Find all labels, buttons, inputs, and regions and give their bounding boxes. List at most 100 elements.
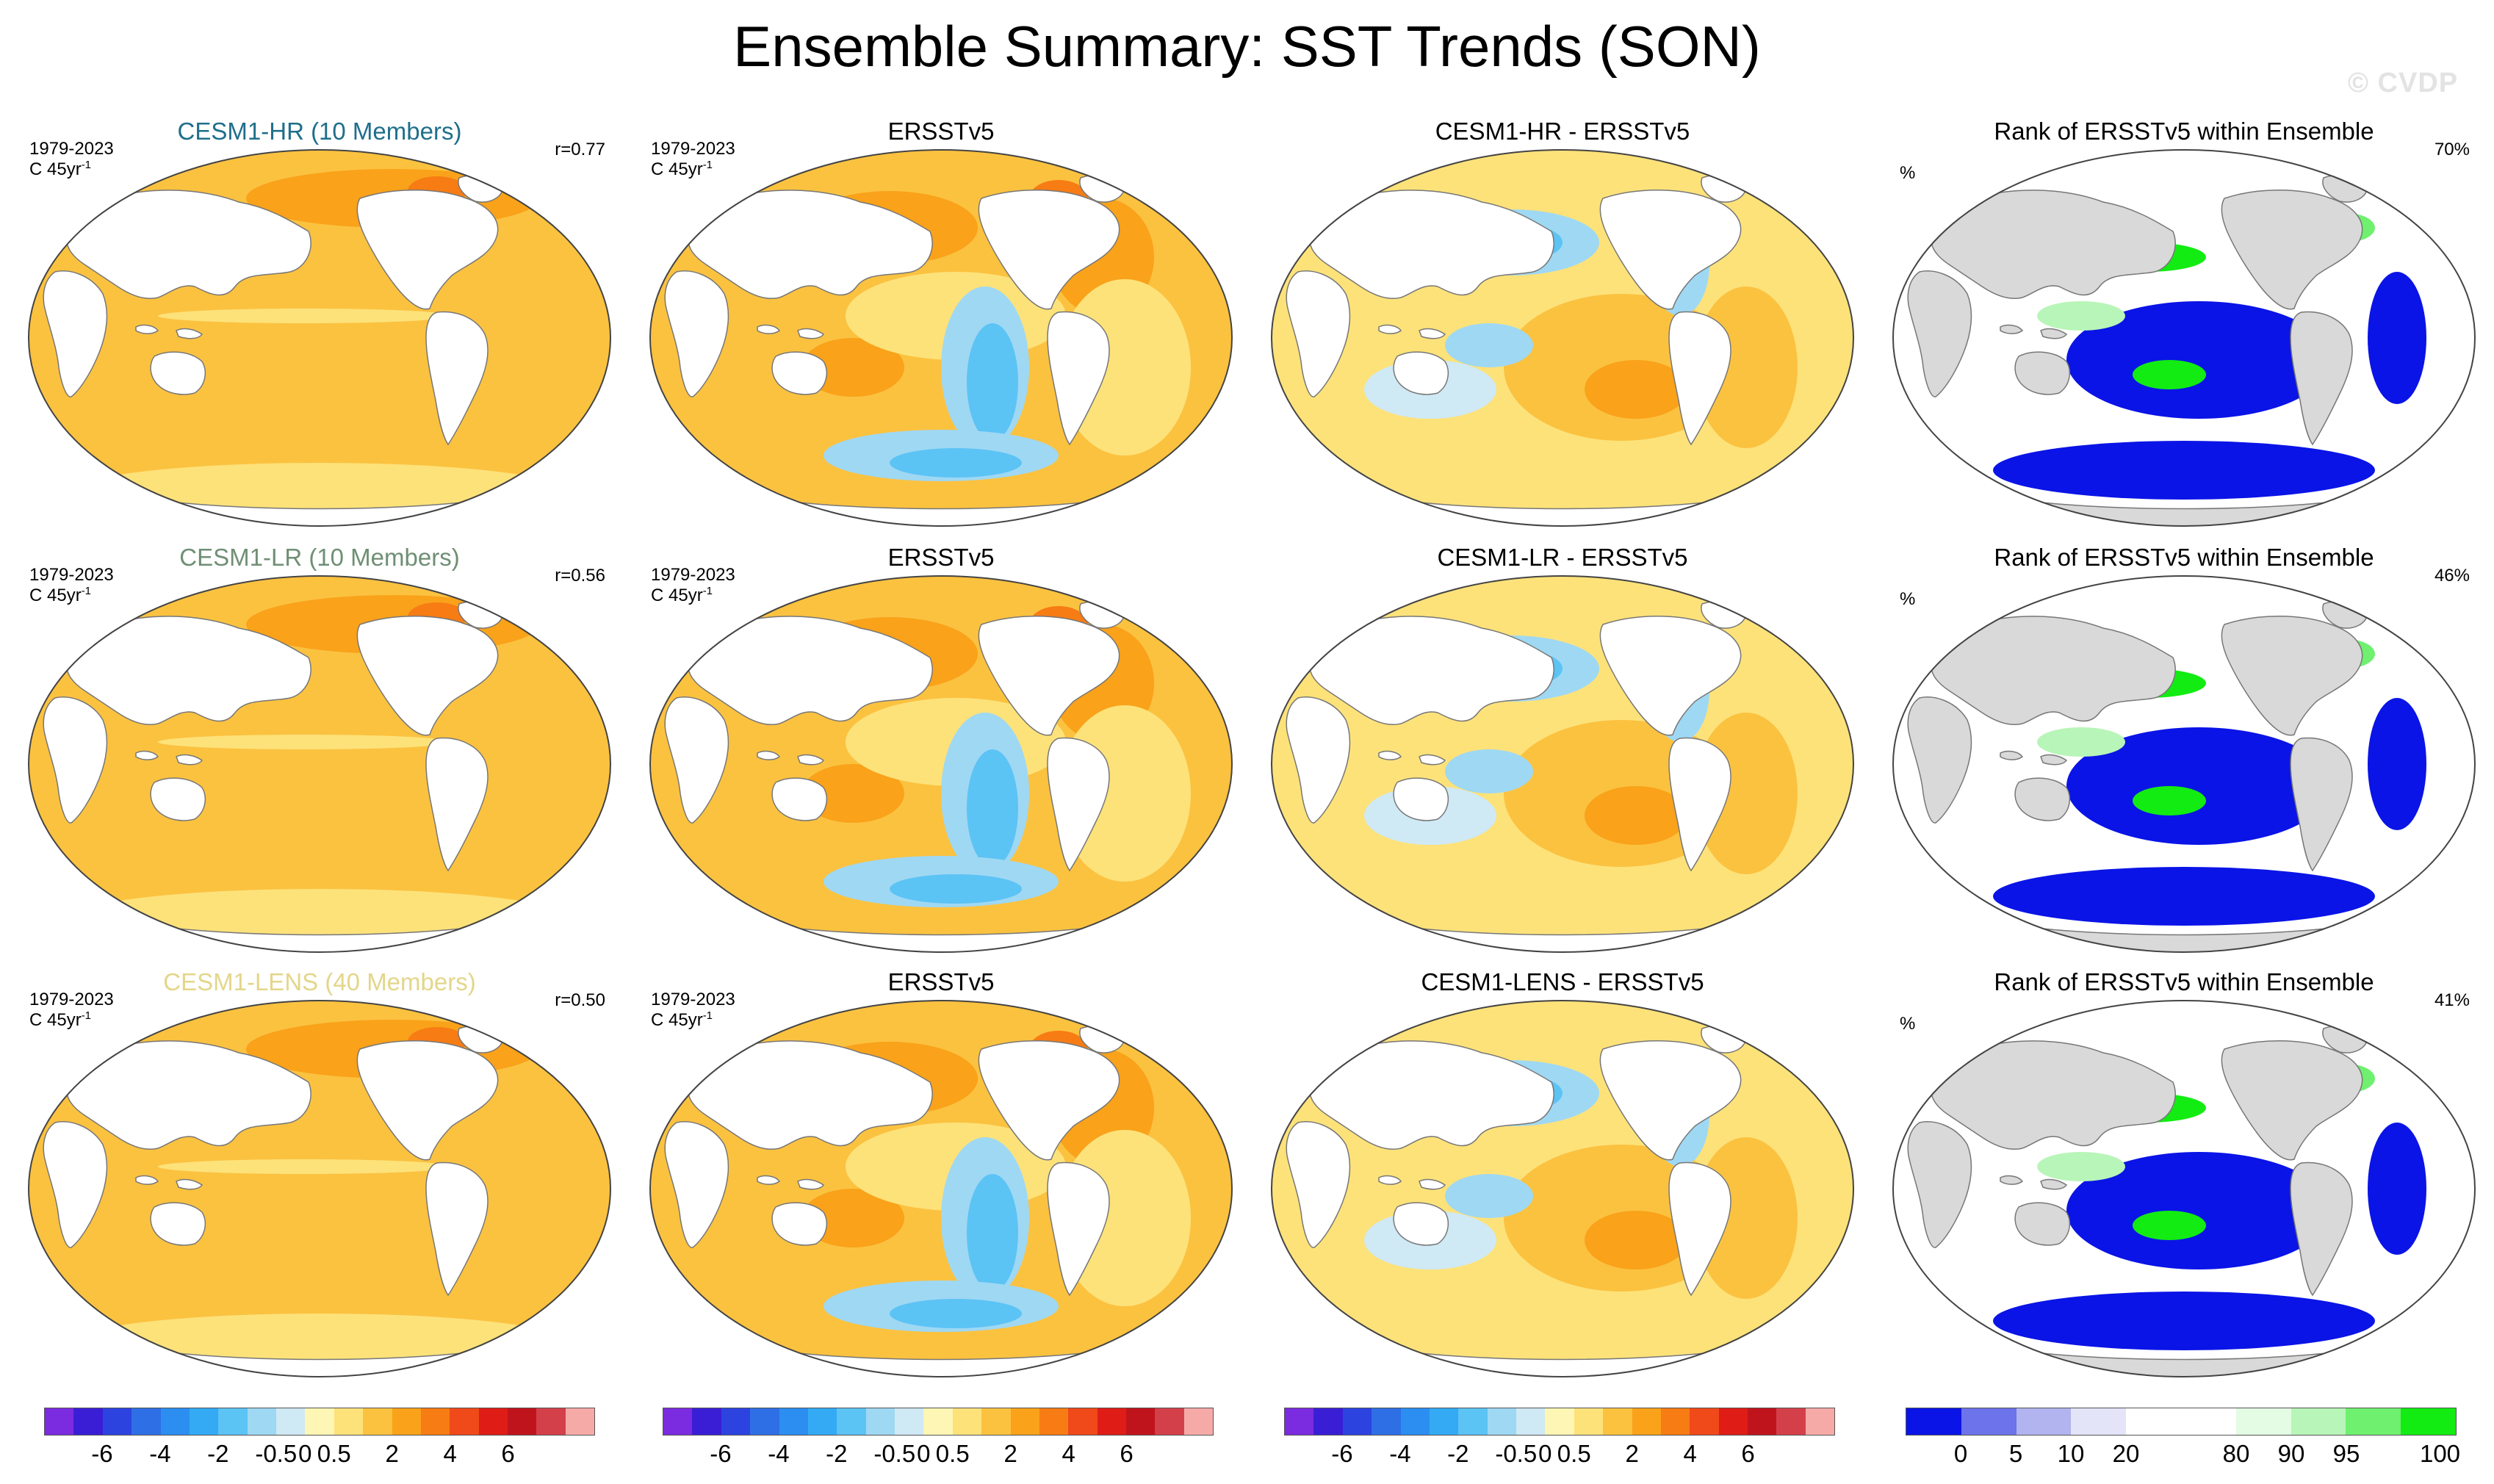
land-australia [1393, 777, 1449, 821]
sst-field-region [2066, 301, 2331, 419]
colorbar-swatch [2291, 1408, 2346, 1435]
colorbar-swatch [2180, 1408, 2236, 1435]
units-label: C 45yr-1 [29, 159, 92, 179]
land-indonesia [757, 324, 825, 339]
panel-model-row1: CESM1-HR (10 Members) 1979-2023 C 45yr-1 r=… [15, 118, 624, 544]
sst-field-region [2066, 1152, 2331, 1269]
land-namerica [356, 1040, 499, 1161]
sst-field-region [1585, 360, 1687, 419]
sst-field-region [1585, 786, 1687, 845]
colorbar-swatch [1400, 1408, 1430, 1435]
colorbar-swatch [131, 1408, 161, 1435]
map-outline [649, 575, 1233, 953]
colorbar-swatch [1516, 1408, 1546, 1435]
map-outline [28, 575, 611, 953]
land-indonesia [2000, 324, 2068, 339]
panel-title: ERSSTv5 [887, 544, 995, 571]
land-africa [1286, 1121, 1351, 1248]
land-africa [1286, 270, 1351, 397]
panel-model-row2: CESM1-LR (10 Members) 1979-2023 C 45yr-1 r=… [15, 544, 624, 970]
colorbar-tick-label: 0 [1538, 1440, 1552, 1467]
land-indonesia [1378, 324, 1446, 339]
robinson-map [28, 1000, 611, 1377]
colorbar-labels: 0 5 10 20 80 90 95 100 [1906, 1440, 2461, 1472]
colorbar-swatch [305, 1408, 334, 1435]
colorbar-swatch [1487, 1408, 1516, 1435]
robinson-map [28, 149, 611, 527]
sst-field-region [2037, 727, 2125, 757]
map-outline [649, 1000, 1233, 1377]
colorbar-tick-label: -0.5 [873, 1440, 916, 1467]
land-samerica [2290, 737, 2353, 872]
map-outline [1892, 149, 2476, 527]
panel-title: Rank of ERSSTv5 within Ensemble [1994, 544, 2374, 571]
rank-score: 70% [2434, 140, 2470, 159]
panel-title: CESM1-LR (10 Members) [179, 544, 460, 571]
colorbar-swatch [1285, 1408, 1314, 1435]
sst-field-region [2368, 1123, 2426, 1255]
units-label: C 45yr-1 [651, 585, 713, 605]
rank-score: 46% [2434, 566, 2470, 586]
colorbar-tick-label: 6 [501, 1440, 515, 1467]
land-indonesia [135, 324, 203, 339]
panel-model-row3: CESM1-LENS (40 Members) 1979-2023 C 45yr-1… [15, 968, 624, 1394]
colorbar-swatch [1126, 1408, 1156, 1435]
sst-field-region [801, 1189, 904, 1247]
land-eurasia [66, 616, 311, 725]
colorbar-swatch [160, 1408, 190, 1435]
colorbar-swatch [478, 1408, 508, 1435]
sst-field-region [967, 1174, 1018, 1292]
colorbar-swatch [73, 1408, 103, 1435]
sst-field-region [2037, 301, 2125, 331]
colorbar-swatches [1906, 1408, 2457, 1436]
land-australia [2014, 1202, 2071, 1246]
pattern-correlation: r=0.50 [555, 990, 605, 1010]
map-outline [28, 1000, 611, 1377]
land-indonesia [2000, 750, 2068, 766]
land-samerica [1047, 311, 1110, 446]
colorbar-swatch [981, 1408, 1011, 1435]
colorbar-tick-label: 80 [2222, 1440, 2250, 1467]
panel-rank-row2: Rank of ERSSTv5 within Ensemble% 46% [1879, 544, 2489, 970]
colorbar-tick-label: 2 [1625, 1440, 1639, 1467]
land-samerica [1668, 311, 1731, 446]
land-namerica [356, 190, 499, 310]
colorbar-swatch [1906, 1408, 1961, 1435]
sst-field-region [1445, 1174, 1533, 1218]
colorbar-swatch [692, 1408, 721, 1435]
colorbar-swatch [865, 1408, 895, 1435]
colorbar-swatch [276, 1408, 306, 1435]
colorbar-tick-label: -0.5 [255, 1440, 298, 1467]
colorbar-tick-label: 100 [2419, 1440, 2461, 1467]
colorbar-swatch [2401, 1408, 2456, 1435]
colorbar-swatch [102, 1408, 132, 1435]
colorbar-swatch [807, 1408, 837, 1435]
land-eurasia [688, 1040, 933, 1150]
sst-field-region [801, 338, 904, 397]
colorbar-tick-label: 6 [1741, 1440, 1755, 1467]
cvdp-watermark: © CVDP [2348, 68, 2459, 98]
land-australia [150, 351, 206, 395]
colorbar-swatch [1342, 1408, 1372, 1435]
period-label: 1979-2023 [29, 139, 114, 159]
land-indonesia [1378, 1175, 1446, 1190]
map-outline [28, 149, 611, 527]
units-label: % [1900, 163, 1916, 183]
sst-field-region [1445, 749, 1533, 793]
colorbar-swatch [1458, 1408, 1488, 1435]
colorbar-swatch [1068, 1408, 1098, 1435]
colorbar-tick-label: -2 [1447, 1440, 1469, 1467]
land-namerica [2221, 190, 2363, 310]
land-namerica [1599, 1040, 1742, 1161]
trend-colorbar-model: -6 -4 -2 -0.5 0 0.5 2 4 6 [44, 1408, 595, 1467]
robinson-map [1271, 575, 1854, 953]
colorbar-swatch [508, 1408, 537, 1435]
land-namerica [978, 190, 1120, 310]
land-australia [1393, 351, 1449, 395]
sst-field-region [2368, 272, 2426, 404]
colorbar-swatch [1632, 1408, 1661, 1435]
colorbar-swatch [779, 1408, 808, 1435]
rank-colorbar: 0 5 10 20 80 90 95 100 [1906, 1408, 2460, 1467]
colorbar-swatch [1545, 1408, 1574, 1435]
robinson-map [28, 575, 611, 953]
